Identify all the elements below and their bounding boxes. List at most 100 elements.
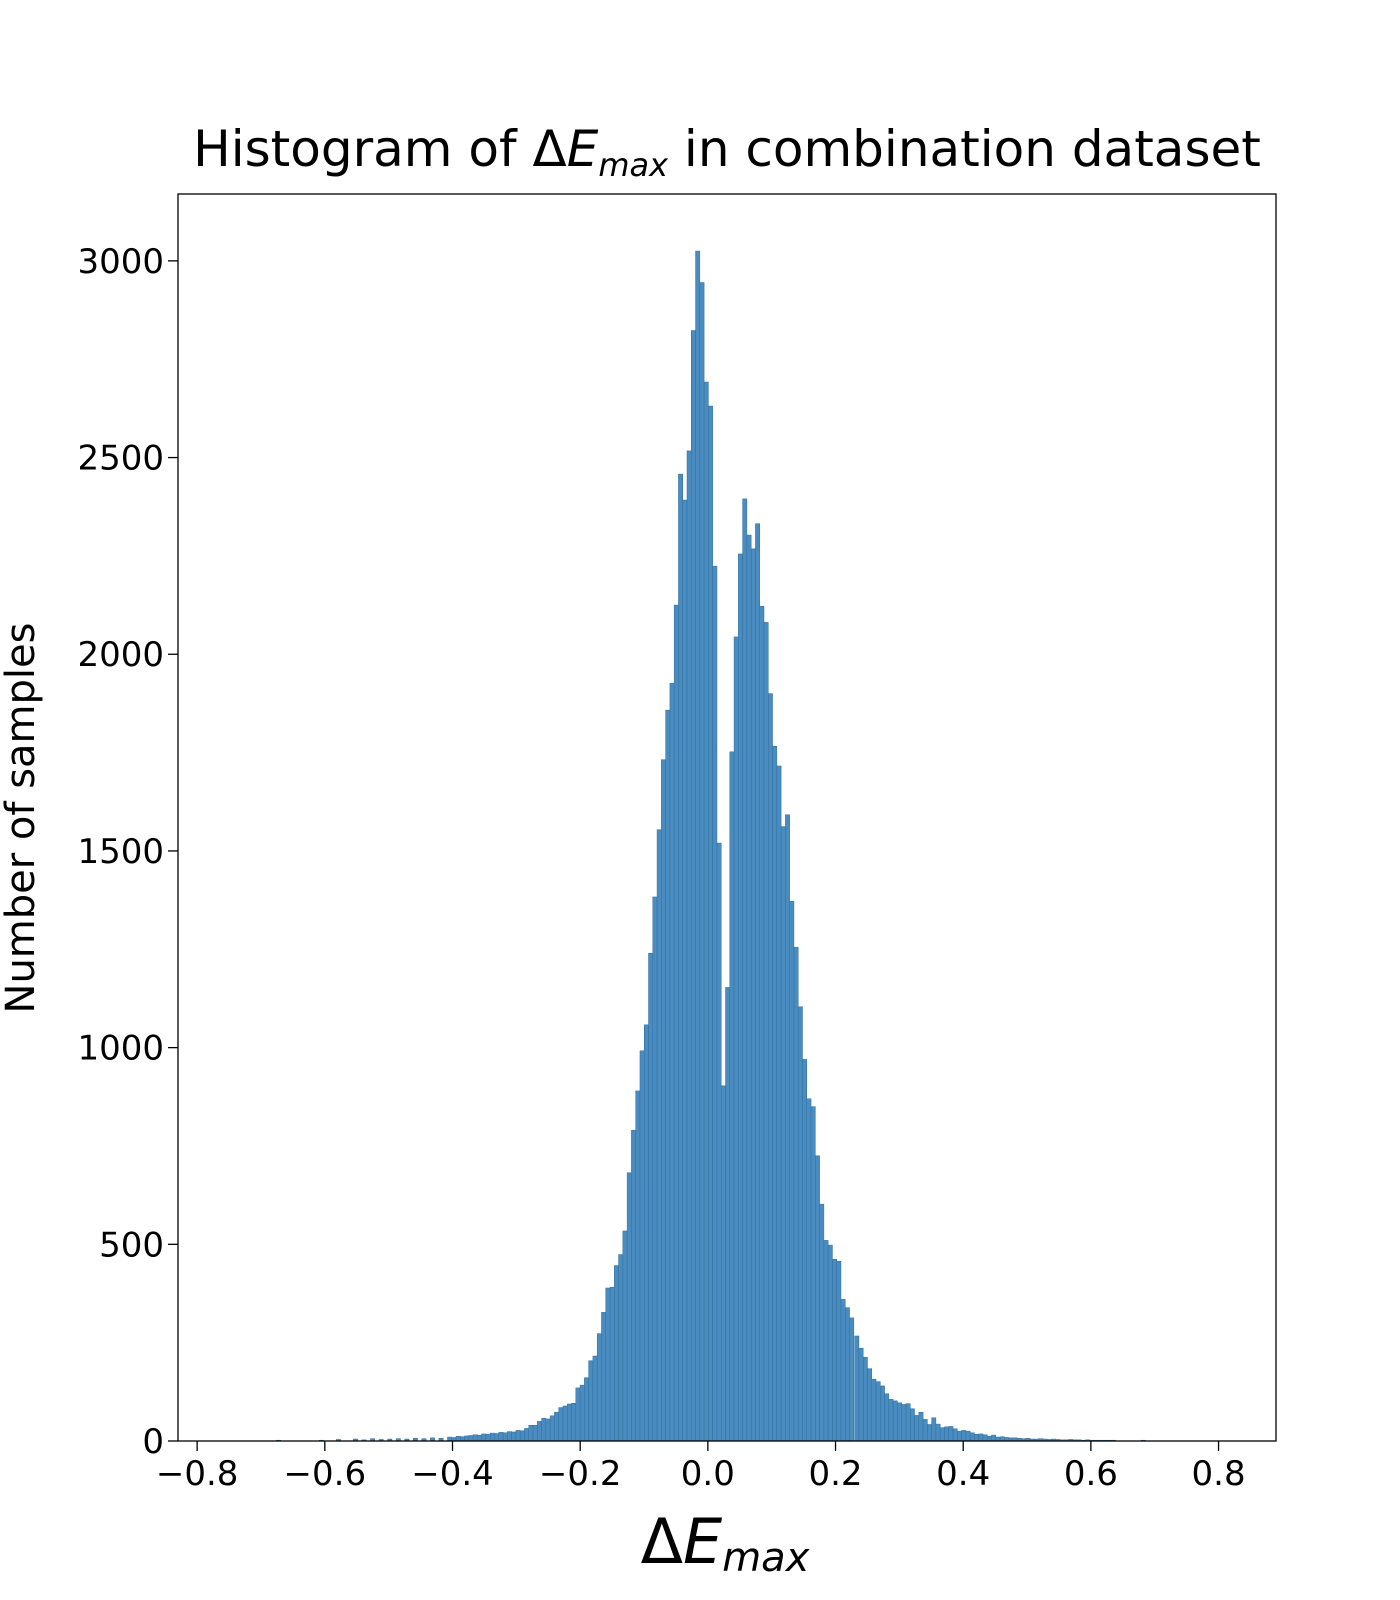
histogram-bar (982, 1434, 988, 1442)
histogram-bar (768, 693, 773, 1442)
x-tick-label: −0.4 (411, 1454, 494, 1494)
histogram-bar (802, 1059, 808, 1442)
histogram-bar (567, 1403, 572, 1442)
histogram-bar (549, 1415, 555, 1442)
histogram-bar (614, 1265, 619, 1442)
histogram-bar (880, 1385, 885, 1442)
histogram-bar (588, 1360, 594, 1442)
histogram-bar (464, 1435, 470, 1442)
x-tick-label: −0.2 (539, 1454, 622, 1494)
histogram-bar (897, 1402, 902, 1442)
histogram-bar (661, 759, 666, 1442)
histogram-bar (810, 1106, 816, 1442)
histogram-bar (708, 405, 713, 1442)
histogram-bar (733, 636, 739, 1442)
histogram-bar (755, 523, 760, 1442)
histogram-bar (854, 1335, 860, 1442)
histogram-bar (772, 746, 778, 1442)
histogram-bar (827, 1244, 833, 1442)
histogram-bar (729, 751, 735, 1442)
histogram-bar (554, 1412, 559, 1442)
chart-title: Histogram of ΔEmax in combination datase… (193, 120, 1261, 184)
histogram-bar (862, 1356, 868, 1442)
histogram-bar (797, 1006, 803, 1442)
histogram-bar (935, 1423, 941, 1442)
histogram-bar (541, 1417, 547, 1442)
histogram-bar (618, 1254, 624, 1442)
histogram-bar (961, 1430, 967, 1442)
x-tick-label: 0.4 (936, 1454, 990, 1494)
histogram-bar (720, 1085, 726, 1442)
histogram-bar (716, 842, 722, 1442)
histogram-bar (703, 381, 709, 1442)
histogram-bar (481, 1433, 487, 1442)
plot-frame (177, 193, 1277, 1442)
histogram-bar (477, 1434, 482, 1442)
histogram-bar (952, 1428, 958, 1442)
histogram-bar (789, 901, 795, 1442)
x-tick-label: 0.8 (1192, 1454, 1246, 1494)
histogram-bar (656, 829, 662, 1442)
histogram-bar (502, 1432, 508, 1442)
histogram-bar (978, 1433, 984, 1442)
histogram-bar (631, 1129, 636, 1442)
histogram-bar (545, 1418, 551, 1442)
histogram-bar (806, 1098, 812, 1442)
histogram-bar (622, 1230, 628, 1442)
histogram-bar (793, 947, 799, 1442)
histogram-bar (648, 952, 654, 1442)
histogram-bar (986, 1436, 992, 1442)
histogram-bar (562, 1405, 568, 1442)
histogram-bar (888, 1399, 894, 1442)
histogram-bar (944, 1426, 949, 1442)
histogram-bar (575, 1387, 581, 1442)
histogram-bar (918, 1412, 924, 1442)
histogram-bar (914, 1415, 920, 1442)
histogram-bar (836, 1260, 842, 1442)
y-tick-label: 0 (142, 1422, 164, 1462)
histogram-bar (867, 1368, 872, 1442)
histogram-bar (750, 548, 756, 1442)
histogram-bar (969, 1432, 975, 1442)
histogram-bar (742, 498, 748, 1442)
histogram-bar (725, 987, 731, 1442)
histogram-bar (785, 814, 790, 1442)
histogram-bar (780, 826, 786, 1442)
histogram-bar (759, 606, 765, 1442)
y-tick-label: 500 (99, 1225, 164, 1265)
histogram-bar (763, 622, 769, 1442)
histogram-bar (965, 1430, 971, 1442)
x-tick-label: 0.2 (808, 1454, 862, 1494)
histogram-bar (669, 683, 675, 1442)
histogram-bar (909, 1408, 915, 1442)
histogram-bar (596, 1333, 602, 1442)
histogram-bar (776, 765, 782, 1442)
histogram-bar (875, 1381, 881, 1442)
x-axis-label: ΔEmax (641, 1505, 810, 1581)
histogram-bar (686, 450, 692, 1442)
y-tick-label: 3000 (77, 242, 164, 282)
x-tick-label: 0.6 (1064, 1454, 1118, 1494)
histogram-bar (927, 1424, 932, 1442)
histogram-bar (957, 1430, 962, 1442)
histogram-bar (665, 709, 671, 1442)
histogram-bar (592, 1355, 598, 1442)
x-tick-label: −0.6 (284, 1454, 367, 1494)
histogram-bar (892, 1400, 898, 1442)
histogram-bar (922, 1419, 928, 1442)
histogram-bar (532, 1425, 538, 1442)
y-tick-label: 1000 (77, 1029, 164, 1069)
histogram-bar (515, 1430, 521, 1442)
histogram-bar (840, 1299, 846, 1442)
histogram-bar (528, 1425, 534, 1442)
histogram-bar (605, 1287, 611, 1442)
histogram-bar (652, 896, 658, 1442)
histogram-bar (691, 330, 696, 1442)
histogram-bar (931, 1417, 937, 1442)
histogram-bar (695, 250, 701, 1442)
histogram-bar (712, 565, 718, 1442)
x-tick-label: −0.8 (156, 1454, 239, 1494)
histogram-bar (991, 1434, 997, 1442)
histogram-bar (699, 282, 705, 1442)
histogram-bar (472, 1434, 478, 1442)
